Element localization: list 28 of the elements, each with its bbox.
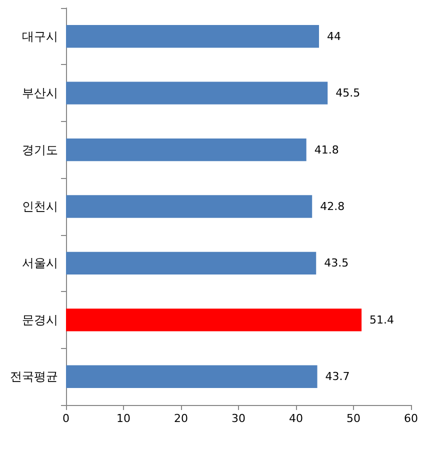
bar (66, 365, 318, 388)
bar (66, 252, 316, 275)
y-tick-label: 문경시 (22, 312, 58, 327)
data-label: 44 (327, 30, 341, 43)
data-label: 41.8 (314, 143, 339, 156)
bar (66, 138, 306, 162)
y-tick-label: 전국평균 (10, 370, 58, 384)
data-label: 43.7 (325, 370, 350, 384)
x-tick-label: 50 (346, 412, 360, 425)
y-tick-label: 서울시 (22, 256, 58, 270)
x-tick-label: 30 (232, 412, 246, 425)
x-tick-label: 40 (289, 412, 303, 425)
y-tick-label: 대구시 (22, 29, 58, 44)
y-tick-label: 부산시 (22, 86, 58, 100)
data-label: 42.8 (320, 200, 345, 213)
x-tick-label: 20 (174, 412, 188, 425)
y-tick-label: 경기도 (22, 142, 58, 157)
bar (66, 308, 362, 332)
y-tick-label: 인천시 (22, 200, 58, 214)
data-label: 43.5 (324, 256, 349, 270)
bar (66, 195, 312, 218)
bar (66, 25, 319, 48)
data-label: 45.5 (336, 86, 360, 100)
data-label: 51.4 (370, 313, 394, 326)
x-tick-label: 60 (404, 412, 418, 425)
bar (66, 82, 328, 104)
x-tick-label: 10 (116, 412, 130, 425)
x-tick-label: 0 (62, 412, 70, 425)
